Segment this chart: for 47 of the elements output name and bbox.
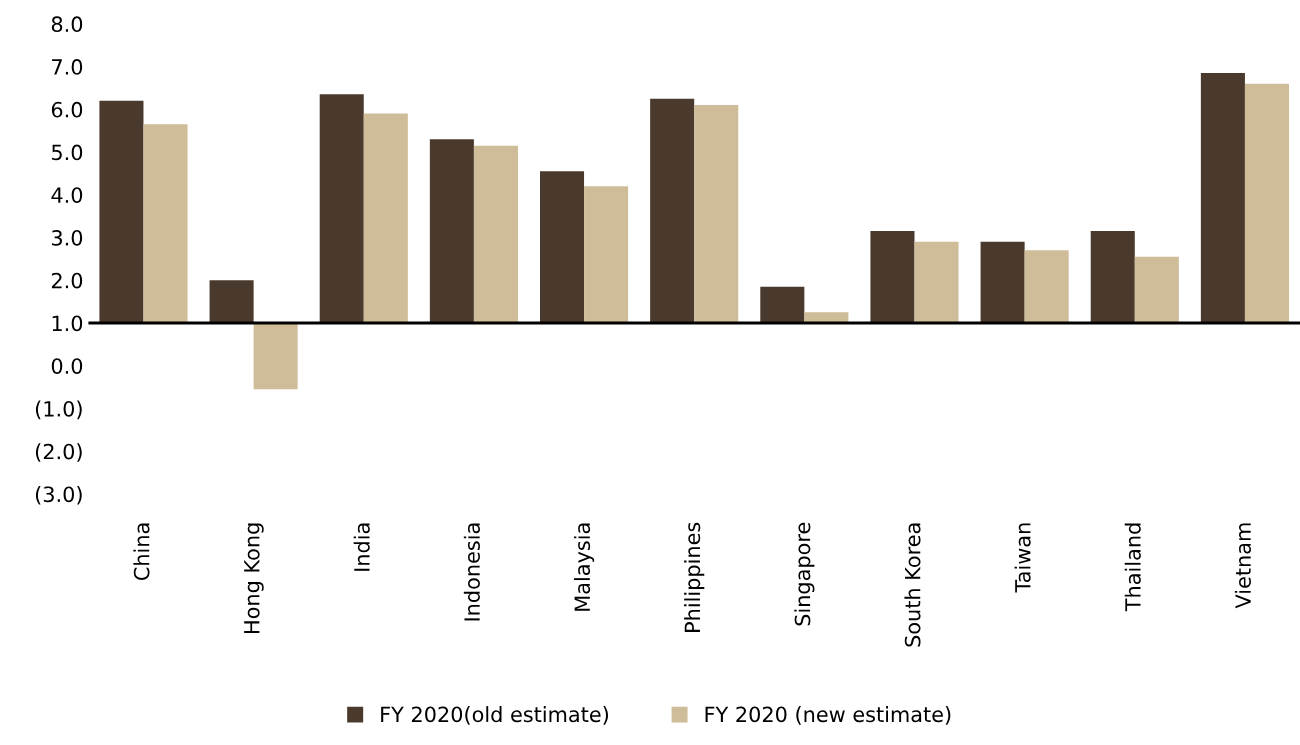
y-tick-label: (2.0)	[35, 443, 82, 462]
bar	[209, 280, 254, 323]
y-tick-label: 2.0	[51, 272, 83, 289]
y-tick-label: 8.0	[51, 16, 83, 33]
bar	[1200, 72, 1245, 323]
x-tick-label: India	[353, 523, 370, 571]
x-tick-label: South Korea	[904, 523, 921, 647]
x-tick-label: Malaysia	[573, 523, 595, 611]
bar	[1244, 83, 1289, 323]
bar	[1134, 256, 1179, 323]
y-tick-label: 7.0	[52, 59, 83, 75]
y-tick-label: 3.0	[52, 229, 83, 246]
y-tick-label: 5.0	[52, 144, 83, 161]
y-tick-label: (3.0)	[35, 486, 82, 505]
y-tick-label: (1.0)	[35, 400, 82, 420]
bar	[804, 312, 849, 323]
bar	[760, 286, 805, 323]
bar	[914, 241, 959, 323]
bar	[584, 186, 629, 323]
bar	[473, 145, 518, 323]
bar	[429, 139, 474, 323]
legend-label: FY 2020(old estimate)	[381, 706, 608, 725]
legend-label: FY 2020 (new estimate)	[705, 706, 951, 725]
bar	[363, 113, 408, 323]
y-tick-label: 4.0	[51, 187, 83, 203]
x-tick-label: Indonesia	[463, 523, 480, 621]
y-tick-label: 1.0	[52, 315, 83, 332]
x-tick-label: Taiwan	[1014, 523, 1031, 593]
bar	[980, 241, 1025, 323]
bar	[540, 171, 585, 323]
bar	[319, 94, 364, 323]
bar	[143, 124, 188, 323]
bar	[1090, 231, 1135, 323]
y-tick-label: 0.0	[51, 358, 83, 374]
bar	[870, 231, 915, 323]
x-tick-label: Vietnam	[1234, 523, 1251, 609]
x-tick-label: China	[133, 523, 150, 581]
bar	[650, 98, 695, 323]
x-tick-label: Philippines	[684, 522, 705, 632]
bar	[253, 322, 298, 390]
y-tick-label: 6.0	[51, 101, 83, 118]
bar	[99, 100, 144, 323]
bar	[1024, 250, 1069, 323]
x-tick-label: Singapore	[794, 522, 815, 626]
bar	[694, 105, 739, 323]
x-tick-label: Thailand	[1124, 523, 1141, 612]
x-tick-label: Hong Kong	[244, 523, 264, 633]
